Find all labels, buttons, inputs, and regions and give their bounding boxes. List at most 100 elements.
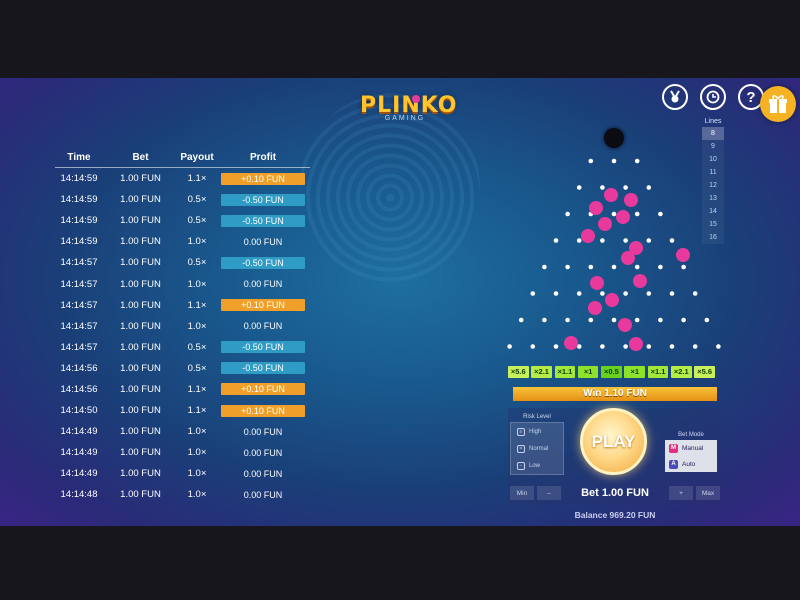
header-bet: Bet	[132, 152, 149, 163]
lines-title: Lines	[704, 118, 722, 125]
peg	[634, 211, 640, 217]
row-bet: 1.00 FUN	[120, 236, 161, 248]
plinko-ball	[588, 301, 602, 315]
lines-option[interactable]: 8	[702, 127, 724, 140]
lines-option[interactable]: 16	[702, 231, 724, 244]
row-payout: 1.0×	[187, 278, 207, 290]
lines-option[interactable]: 12	[702, 179, 724, 192]
row-payout: 1.0×	[187, 447, 207, 459]
plinko-ball	[633, 274, 647, 288]
peg	[553, 291, 559, 296]
peg	[565, 211, 570, 217]
history-row: 14:14:59 1.00 FUN 1.1× +0.10 FUN	[55, 168, 310, 189]
peg	[646, 185, 652, 190]
row-profit-cell: -0.50 FUN	[216, 362, 310, 375]
lines-option[interactable]: 9	[702, 140, 724, 153]
play-button[interactable]: PLAY	[580, 408, 647, 475]
risk-option-normal[interactable]: = Normal	[511, 440, 563, 457]
lines-option[interactable]: 14	[702, 205, 724, 218]
peg	[588, 317, 594, 323]
bet-mode-manual[interactable]: M Manual	[665, 440, 717, 456]
row-bet: 1.00 FUN	[120, 257, 161, 269]
row-time: 14:14:59	[60, 215, 98, 227]
row-profit-cell: +0.10 FUN	[216, 172, 310, 185]
peg	[646, 344, 652, 349]
bet-mode-title: Bet Mode	[678, 432, 704, 438]
row-time: 14:14:49	[60, 426, 98, 438]
peg	[634, 264, 640, 270]
profit-pill: -0.50 FUN	[221, 193, 305, 206]
row-profit-cell: +0.10 FUN	[216, 299, 310, 312]
multiplier-slot: ×2.1	[531, 366, 552, 378]
min-bet-button[interactable]: Min	[510, 486, 534, 500]
gift-icon[interactable]	[760, 86, 796, 122]
risk-option-low[interactable]: − Low	[511, 457, 563, 474]
peg	[542, 264, 547, 270]
win-banner: Win 1.10 FUN	[513, 387, 717, 401]
bet-mode-auto[interactable]: A Auto	[665, 456, 717, 472]
profit-pill: 0.00 FUN	[243, 447, 283, 458]
row-bet: 1.00 FUN	[120, 447, 161, 459]
row-time: 14:14:57	[60, 299, 98, 311]
row-payout: 1.0×	[187, 489, 207, 501]
increase-bet-button[interactable]: +	[669, 486, 693, 500]
profit-pill: +0.10 FUN	[221, 172, 305, 185]
peg	[553, 238, 559, 243]
row-bet: 1.00 FUN	[120, 299, 161, 311]
peg	[623, 291, 628, 296]
lines-option[interactable]: 10	[702, 153, 724, 166]
lines-option[interactable]: 15	[702, 218, 724, 231]
profit-pill: +0.10 FUN	[221, 299, 305, 312]
multiplier-slot: ×1.1	[647, 366, 669, 378]
ball-drop-hole	[604, 128, 624, 148]
medal-icon[interactable]	[662, 84, 688, 110]
multiplier-slot: ×0.5	[601, 366, 622, 378]
lines-option[interactable]: 13	[702, 192, 724, 205]
game-logo: PLINKO GAMING	[360, 93, 458, 143]
row-profit-cell: 0.00 FUN	[216, 489, 310, 501]
decrease-bet-button[interactable]: –	[537, 486, 561, 500]
profit-pill: -0.50 FUN	[221, 214, 305, 227]
row-time: 14:14:59	[60, 173, 98, 185]
plinko-ball	[618, 318, 632, 332]
peg	[611, 317, 617, 323]
row-bet: 1.00 FUN	[120, 278, 161, 290]
multiplier-slot: ×5.6	[694, 366, 715, 378]
profit-pill: 0.00 FUN	[243, 489, 283, 500]
peg	[518, 317, 524, 323]
logo-title: PLINKO	[360, 93, 458, 118]
max-bet-button[interactable]: Max	[696, 486, 720, 500]
lines-option[interactable]: 11	[702, 166, 724, 179]
peg	[634, 158, 640, 164]
peg	[669, 238, 675, 243]
plinko-ball	[598, 217, 612, 231]
multiplier-slot: ×2.1	[671, 366, 692, 378]
header-payout: Payout	[180, 152, 214, 163]
risk-option-high[interactable]: ≡ High	[511, 423, 563, 440]
history-row: 14:14:48 1.00 FUN 1.0× 0.00 FUN	[55, 484, 310, 505]
plinko-ball	[605, 293, 619, 307]
row-bet: 1.00 FUN	[120, 341, 161, 353]
row-time: 14:14:59	[60, 236, 98, 248]
risk-option-label: Normal	[529, 445, 549, 452]
peg	[669, 344, 675, 349]
lines-options: 8 9 10 11 12 13 14 15 16	[702, 127, 724, 244]
balance-label: Balance 969.20 FUN	[574, 510, 656, 520]
peg	[600, 238, 605, 243]
peg	[634, 317, 640, 323]
history-row: 14:14:56 1.00 FUN 1.1× +0.10 FUN	[55, 379, 310, 400]
profit-pill: -0.50 FUN	[221, 362, 305, 375]
plinko-ball	[616, 210, 630, 224]
peg	[576, 238, 582, 243]
profit-pill: +0.10 FUN	[221, 404, 305, 417]
peg	[600, 344, 605, 349]
risk-level-selector: Risk Level ≡ High = Normal − Low	[510, 414, 564, 480]
multiplier-row: ×5.6 ×2.1 ×1.1 ×1 ×0.5 ×1 ×1.1 ×2.1 ×5.6	[508, 366, 718, 378]
row-payout: 1.1×	[187, 405, 207, 417]
bet-amount-row: Min – Bet 1.00 FUN + Max	[510, 485, 720, 501]
history-icon[interactable]	[700, 84, 726, 110]
logo-dot-icon	[412, 95, 420, 103]
history-row: 14:14:49 1.00 FUN 1.0× 0.00 FUN	[55, 442, 310, 463]
plinko-ball	[621, 251, 635, 265]
row-payout: 1.1×	[187, 383, 207, 395]
